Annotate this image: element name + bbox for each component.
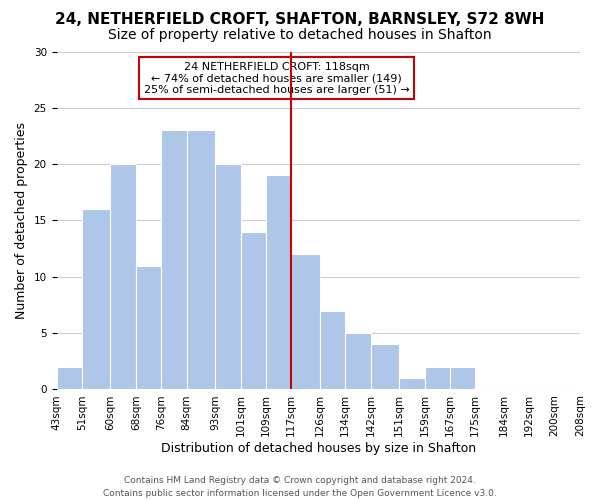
Text: Contains HM Land Registry data © Crown copyright and database right 2024.
Contai: Contains HM Land Registry data © Crown c… <box>103 476 497 498</box>
Text: 24 NETHERFIELD CROFT: 118sqm
← 74% of detached houses are smaller (149)
25% of s: 24 NETHERFIELD CROFT: 118sqm ← 74% of de… <box>143 62 409 95</box>
Y-axis label: Number of detached properties: Number of detached properties <box>15 122 28 319</box>
Bar <box>56 367 82 390</box>
Bar <box>291 254 320 390</box>
Bar <box>136 266 161 390</box>
Bar <box>345 333 371 390</box>
Bar <box>450 367 475 390</box>
Bar <box>161 130 187 390</box>
Text: 24, NETHERFIELD CROFT, SHAFTON, BARNSLEY, S72 8WH: 24, NETHERFIELD CROFT, SHAFTON, BARNSLEY… <box>55 12 545 28</box>
Bar <box>371 344 399 390</box>
Bar <box>266 176 291 390</box>
Text: Size of property relative to detached houses in Shafton: Size of property relative to detached ho… <box>108 28 492 42</box>
Bar <box>241 232 266 390</box>
Bar <box>320 310 345 390</box>
Bar <box>399 378 425 390</box>
Bar <box>82 209 110 390</box>
Bar <box>110 164 136 390</box>
X-axis label: Distribution of detached houses by size in Shafton: Distribution of detached houses by size … <box>161 442 476 455</box>
Bar <box>425 367 450 390</box>
Bar <box>187 130 215 390</box>
Bar <box>215 164 241 390</box>
